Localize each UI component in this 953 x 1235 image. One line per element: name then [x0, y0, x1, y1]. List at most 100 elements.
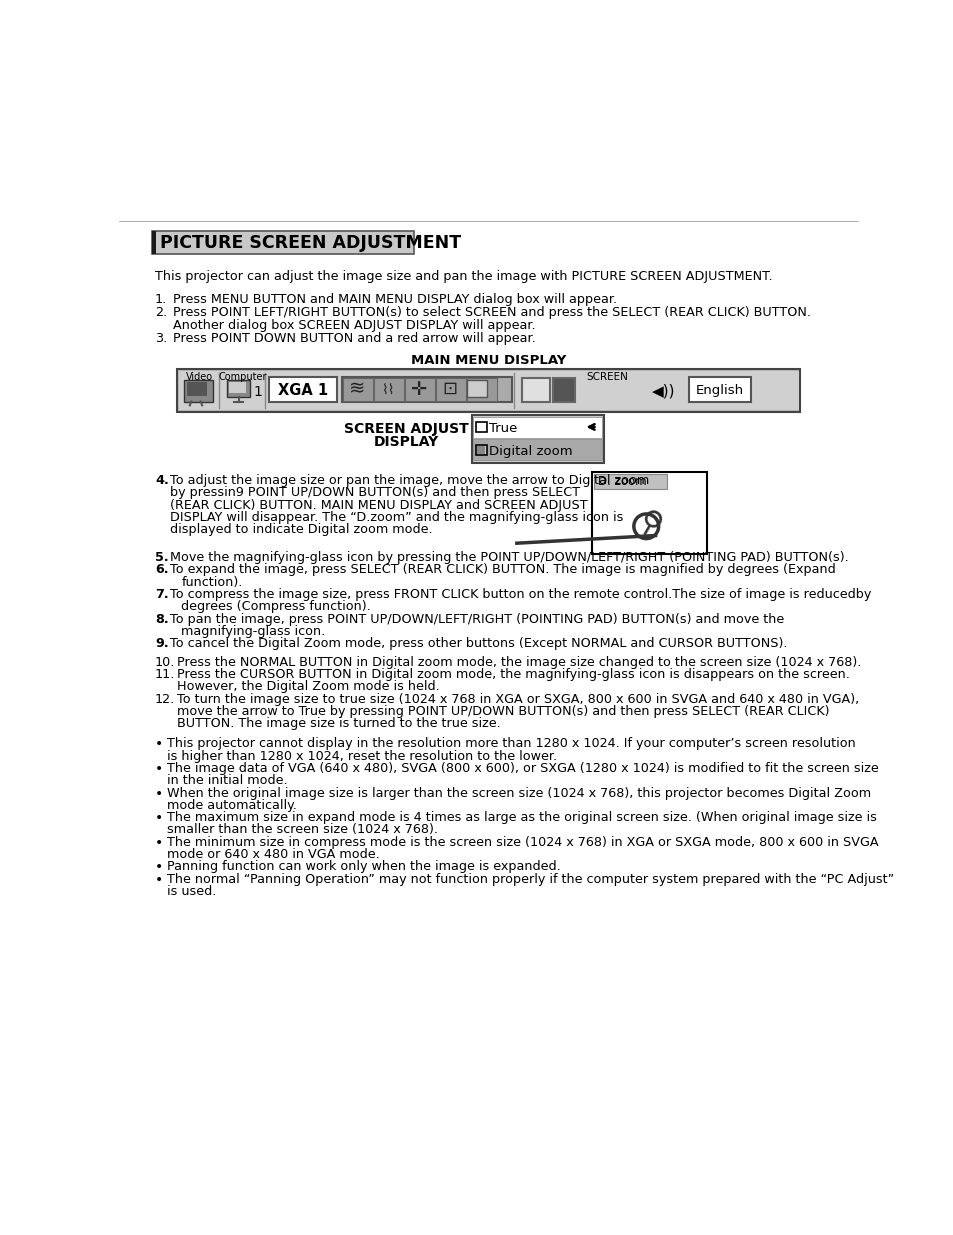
Text: 2.: 2. — [154, 306, 167, 319]
Text: mode or 640 x 480 in VGA mode.: mode or 640 x 480 in VGA mode. — [167, 848, 379, 861]
Bar — [593, 474, 666, 489]
Text: Another dialog box SCREEN ADJUST DISPLAY will appear.: Another dialog box SCREEN ADJUST DISPLAY… — [173, 319, 536, 332]
Text: English: English — [695, 384, 743, 398]
Text: 5.: 5. — [154, 551, 169, 564]
Text: function).: function). — [181, 576, 242, 589]
Text: smaller than the screen size (1024 x 768).: smaller than the screen size (1024 x 768… — [167, 824, 437, 836]
Text: ⚲: ⚲ — [632, 506, 665, 543]
Text: To adjust the image size or pan the image, move the arrow to Digital zoom: To adjust the image size or pan the imag… — [170, 474, 648, 487]
Text: Press POINT LEFT/RIGHT BUTTON(s) to select SCREEN and press the SELECT (REAR CLI: Press POINT LEFT/RIGHT BUTTON(s) to sele… — [173, 306, 811, 319]
Text: mode automatically.: mode automatically. — [167, 799, 297, 811]
Text: Computer: Computer — [219, 372, 267, 383]
Text: ⌇⌇: ⌇⌇ — [381, 382, 395, 396]
Bar — [405, 378, 435, 401]
Text: Press POINT DOWN BUTTON and a red arrow will appear.: Press POINT DOWN BUTTON and a red arrow … — [173, 332, 536, 346]
Text: 12.: 12. — [154, 693, 175, 705]
Text: in the initial mode.: in the initial mode. — [167, 774, 288, 787]
Bar — [269, 377, 336, 401]
Text: The maximum size in expand mode is 4 times as large as the original screen size.: The maximum size in expand mode is 4 tim… — [167, 811, 876, 824]
Bar — [688, 377, 750, 401]
Bar — [152, 231, 155, 254]
Text: 3.: 3. — [154, 332, 167, 346]
Text: magnifying-glass icon.: magnifying-glass icon. — [181, 625, 325, 637]
Text: is higher than 1280 x 1024, reset the resolution to the lower.: is higher than 1280 x 1024, reset the re… — [167, 750, 557, 762]
Text: To compress the image size, press FRONT CLICK button on the remote control.The s: To compress the image size, press FRONT … — [170, 588, 870, 601]
Text: 8.: 8. — [154, 613, 169, 625]
Text: •: • — [154, 787, 163, 800]
Text: True: True — [488, 421, 517, 435]
Bar — [476, 421, 486, 432]
Text: •: • — [154, 873, 163, 887]
Bar — [187, 383, 207, 396]
Bar — [473, 440, 601, 461]
Text: BUTTON. The image size is turned to the true size.: BUTTON. The image size is turned to the … — [177, 718, 500, 730]
Text: 7.: 7. — [154, 588, 169, 601]
Text: 4.: 4. — [154, 474, 169, 487]
Text: •: • — [154, 737, 163, 751]
Bar — [467, 378, 497, 401]
Text: DISPLAY: DISPLAY — [373, 436, 438, 450]
Text: This projector cannot display in the resolution more than 1280 x 1024. If your c: This projector cannot display in the res… — [167, 737, 855, 750]
Text: ⊡: ⊡ — [442, 380, 457, 398]
Bar — [177, 369, 800, 411]
Text: SCREEN ADJUST: SCREEN ADJUST — [343, 421, 468, 436]
Text: degrees (Compress function).: degrees (Compress function). — [181, 600, 371, 614]
Text: To turn the image size to true size (1024 x 768 in XGA or SXGA, 800 x 600 in SVG: To turn the image size to true size (102… — [177, 693, 859, 705]
Bar — [521, 378, 550, 401]
Text: by pressin9 POINT UP/DOWN BUTTON(s) and then press SELECT: by pressin9 POINT UP/DOWN BUTTON(s) and … — [170, 487, 579, 499]
Text: PICTURE SCREEN ADJUSTMENT: PICTURE SCREEN ADJUSTMENT — [159, 233, 460, 252]
Text: 6.: 6. — [154, 563, 169, 577]
Text: ◀)): ◀)) — [652, 383, 675, 398]
Text: •: • — [154, 811, 163, 825]
Text: displayed to indicate Digital zoom mode.: displayed to indicate Digital zoom mode. — [170, 524, 432, 536]
Bar — [152, 231, 414, 254]
Text: SCREEN: SCREEN — [586, 372, 628, 382]
Text: 11.: 11. — [154, 668, 175, 680]
Bar — [592, 472, 706, 555]
Text: Video: Video — [185, 372, 213, 383]
Bar — [473, 417, 601, 437]
Bar — [183, 380, 213, 401]
Text: (REAR CLICK) BUTTON. MAIN MENU DISPLAY and SCREEN ADJUST: (REAR CLICK) BUTTON. MAIN MENU DISPLAY a… — [170, 499, 587, 511]
Text: 9.: 9. — [154, 637, 169, 650]
Bar — [341, 377, 512, 401]
Bar — [476, 446, 484, 454]
Text: •: • — [154, 762, 163, 776]
Text: 10.: 10. — [154, 656, 175, 668]
Text: Press the NORMAL BUTTON in Digital zoom mode, the image size changed to the scre: Press the NORMAL BUTTON in Digital zoom … — [177, 656, 861, 668]
Text: ≋: ≋ — [349, 379, 365, 399]
Text: MAIN MENU DISPLAY: MAIN MENU DISPLAY — [411, 353, 566, 367]
Text: To pan the image, press POINT UP/DOWN/LEFT/RIGHT (POINTING PAD) BUTTON(s) and mo: To pan the image, press POINT UP/DOWN/LE… — [170, 613, 783, 625]
Text: The minimum size in compress mode is the screen size (1024 x 768) in XGA or SXGA: The minimum size in compress mode is the… — [167, 836, 878, 848]
Text: The normal “Panning Operation” may not function properly if the computer system : The normal “Panning Operation” may not f… — [167, 873, 894, 885]
Text: D. zoom: D. zoom — [598, 475, 646, 488]
Bar — [227, 380, 250, 396]
Text: DISPLAY will disappear. The “D.zoom” and the magnifying-glass icon is: DISPLAY will disappear. The “D.zoom” and… — [170, 511, 622, 524]
Bar — [553, 378, 575, 401]
Text: Panning function can work only when the image is expanded.: Panning function can work only when the … — [167, 861, 560, 873]
Bar — [472, 415, 603, 463]
Bar — [467, 380, 486, 396]
Text: •: • — [154, 861, 163, 874]
Text: Move the magnifying-glass icon by pressing the POINT UP/DOWN/LEFT/RIGHT (POINTIN: Move the magnifying-glass icon by pressi… — [170, 551, 847, 564]
Text: XGA 1: XGA 1 — [277, 383, 328, 398]
Text: •: • — [154, 836, 163, 850]
Text: To expand the image, press SELECT (REAR CLICK) BUTTON. The image is magnified by: To expand the image, press SELECT (REAR … — [170, 563, 835, 577]
Bar — [374, 378, 403, 401]
Text: To cancel the Digital Zoom mode, press other buttons (Except NORMAL and CURSOR B: To cancel the Digital Zoom mode, press o… — [170, 637, 786, 650]
Text: 1: 1 — [253, 384, 262, 399]
Bar — [229, 383, 246, 393]
Text: The image data of VGA (640 x 480), SVGA (800 x 600), or SXGA (1280 x 1024) is mo: The image data of VGA (640 x 480), SVGA … — [167, 762, 878, 774]
Text: is used.: is used. — [167, 885, 216, 898]
Bar — [179, 370, 798, 410]
Text: This projector can adjust the image size and pan the image with PICTURE SCREEN A: This projector can adjust the image size… — [154, 270, 772, 283]
Text: Digital zoom: Digital zoom — [488, 445, 572, 458]
Text: Press MENU BUTTON and MAIN MENU DISPLAY dialog box will appear.: Press MENU BUTTON and MAIN MENU DISPLAY … — [173, 293, 617, 306]
Bar — [436, 378, 465, 401]
Text: ✛: ✛ — [411, 379, 427, 399]
Bar — [476, 445, 486, 456]
Text: However, the Digital Zoom mode is held.: However, the Digital Zoom mode is held. — [177, 680, 439, 693]
Bar — [343, 378, 373, 401]
Text: When the original image size is larger than the screen size (1024 x 768), this p: When the original image size is larger t… — [167, 787, 870, 799]
Text: move the arrow to True by pressing POINT UP/DOWN BUTTON(s) and then press SELECT: move the arrow to True by pressing POINT… — [177, 705, 829, 718]
